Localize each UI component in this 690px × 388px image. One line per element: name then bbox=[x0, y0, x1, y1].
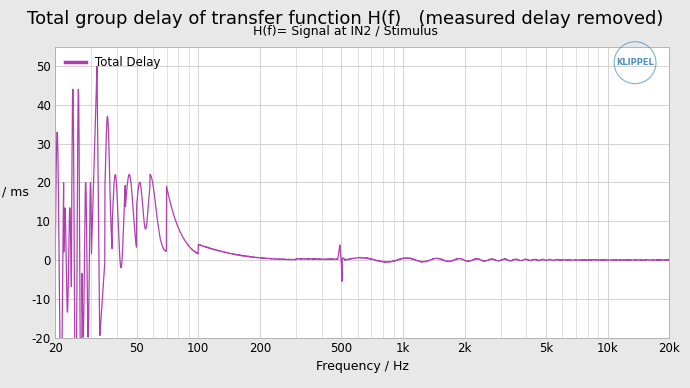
Legend: Total Delay: Total Delay bbox=[61, 52, 164, 73]
Text: KLIPPEL: KLIPPEL bbox=[616, 58, 654, 67]
Text: Total group delay of transfer function H(f)   (measured delay removed): Total group delay of transfer function H… bbox=[27, 10, 663, 28]
Total Delay bbox=[51, 257, 59, 262]
Total Delay bbox=[313, 256, 322, 261]
Total Delay bbox=[93, 64, 101, 69]
X-axis label: Frequency / Hz: Frequency / Hz bbox=[316, 360, 408, 373]
Total Delay bbox=[121, 201, 130, 206]
Total Delay bbox=[653, 258, 662, 262]
Total Delay bbox=[587, 258, 595, 262]
Line: Total Delay: Total Delay bbox=[55, 66, 669, 388]
Total Delay bbox=[665, 258, 673, 262]
Y-axis label: / ms: / ms bbox=[1, 185, 28, 199]
Text: H(f)= Signal at IN2 / Stimulus: H(f)= Signal at IN2 / Stimulus bbox=[253, 25, 437, 38]
Total Delay bbox=[287, 257, 295, 262]
Total Delay bbox=[158, 243, 166, 248]
